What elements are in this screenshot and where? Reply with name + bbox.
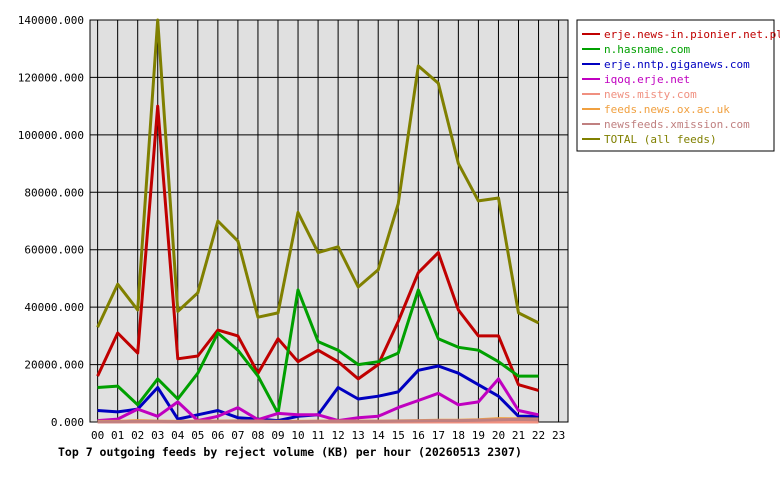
x-tick-label: 13 (352, 429, 365, 442)
series-line (97, 417, 539, 424)
x-tick-label: 14 (372, 429, 386, 442)
x-tick-label: 17 (432, 429, 445, 442)
y-tick-label: 80000.000 (24, 186, 84, 199)
y-tick-label: 40000.000 (24, 301, 84, 314)
x-tick-label: 05 (191, 429, 204, 442)
x-tick-label: 11 (311, 429, 324, 442)
legend-label: newsfeeds.xmission.com (604, 118, 750, 131)
x-tick-label: 06 (211, 429, 224, 442)
series-line (96, 104, 539, 392)
x-tick-label: 07 (231, 429, 244, 442)
x-tick-label: 03 (151, 429, 164, 442)
y-tick-label: 0.000 (51, 416, 84, 429)
y-tick-label: 140000.000 (18, 14, 84, 27)
x-tick-label: 18 (452, 429, 465, 442)
series-line (96, 18, 540, 328)
legend: erje.news-in.pionier.net.pl n.hasname.com… (582, 28, 780, 146)
x-tick-label: 20 (492, 429, 505, 442)
x-axis-ticks: 00 01 02 03 04 05 06 07 08 09 10 11 12 13 14 15 16 17 18 19… (91, 429, 565, 442)
x-tick-label: 15 (392, 429, 405, 442)
legend-label: feeds.news.ox.ac.uk (604, 103, 730, 116)
y-tick-label: 20000.000 (24, 359, 84, 372)
legend-label: n.hasname.com (604, 43, 690, 56)
legend-label: iqoq.erje.net (604, 73, 690, 86)
legend-label: erje.news-in.pionier.net.pl (604, 28, 780, 41)
x-tick-label: 23 (552, 429, 565, 442)
y-tick-label: 60000.000 (24, 244, 84, 257)
y-axis-ticks: 0.000 20000.000 40000.000 60000.000 80000.00… (18, 14, 84, 429)
legend-box (576, 19, 775, 152)
x-tick-label: 09 (271, 429, 284, 442)
x-tick-label: 16 (412, 429, 425, 442)
y-tick-label: 120000.000 (18, 71, 84, 84)
x-tick-label: 19 (472, 429, 485, 442)
series-line (97, 288, 539, 415)
series-lines (96, 18, 540, 424)
x-tick-label: 02 (131, 429, 144, 442)
x-tick-label: 01 (111, 429, 124, 442)
x-tick-label: 12 (331, 429, 344, 442)
chart-title: Top 7 outgoing feeds by reject volume (K… (58, 445, 522, 459)
x-tick-label: 08 (251, 429, 264, 442)
x-tick-label: 04 (171, 429, 185, 442)
x-tick-label: 10 (291, 429, 304, 442)
x-tick-label: 00 (91, 429, 104, 442)
x-tick-label: 21 (512, 429, 525, 442)
legend-label: erje.nntp.giganews.com (604, 58, 750, 71)
series-line (97, 377, 539, 423)
x-tick-label: 22 (532, 429, 545, 442)
y-tick-label: 100000.000 (18, 129, 84, 142)
legend-label: TOTAL (all feeds) (604, 133, 717, 146)
legend-label: news.misty.com (604, 88, 697, 101)
